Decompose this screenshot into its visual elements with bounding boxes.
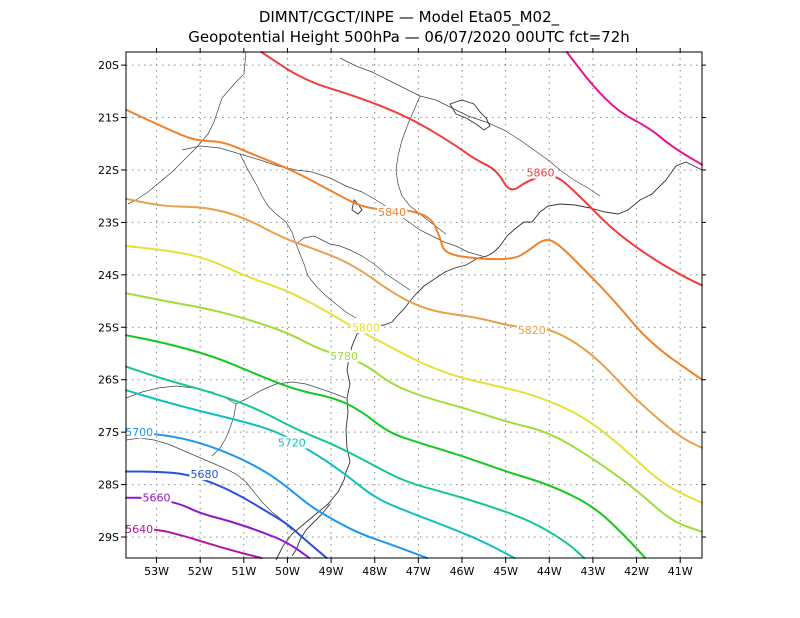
- chart-title-line-2: Geopotential Height 500hPa — 06/07/2020 …: [188, 28, 630, 46]
- contour-label-bg: [377, 205, 408, 218]
- contour-label-bg: [141, 491, 172, 504]
- contour-label-5660: 5660: [143, 492, 171, 505]
- contour-label-5820: 5820: [518, 324, 546, 337]
- y-tick-label: 25S: [98, 321, 119, 334]
- contour-label-bg: [124, 523, 155, 536]
- bay: [449, 99, 491, 131]
- y-tick-label: 24S: [98, 269, 119, 282]
- y-tick-label: 26S: [98, 374, 119, 387]
- x-tick-label: 46W: [450, 565, 475, 578]
- x-tick-label: 51W: [231, 565, 256, 578]
- contour-5860: [260, 51, 703, 287]
- state-border: [181, 145, 483, 257]
- contour-label-5840: 5840: [378, 206, 406, 219]
- axes: 53W 52W 51W 50W 49W 48W 47W 46W 45W 44W 43W 42W 41W 2…: [98, 48, 706, 578]
- state-border: [127, 51, 247, 205]
- contour-label-5800: 5800: [352, 321, 380, 334]
- contours: [125, 51, 703, 559]
- contour-label-bg: [329, 350, 360, 363]
- contour-label-bg: [124, 426, 155, 439]
- contour-label-bg: [516, 323, 547, 336]
- x-tick-label: 48W: [362, 565, 387, 578]
- contour-5780: [125, 292, 703, 533]
- contour-label-5860: 5860: [527, 167, 555, 180]
- contour-5840: [125, 108, 703, 381]
- y-tick-label: 29S: [98, 531, 119, 544]
- state-border: [125, 437, 293, 531]
- contour-label-5700: 5700: [125, 426, 153, 439]
- contour-5880: [565, 51, 703, 166]
- y-tick-label: 21S: [98, 112, 119, 125]
- x-tick-label: 44W: [537, 565, 562, 578]
- plot-area: 5860 5840 5820 5800 5780 5720 5700 5680 5660 5640: [124, 51, 703, 561]
- contour-label-bg: [351, 321, 381, 334]
- x-tick-label: 42W: [624, 565, 649, 578]
- chart-title-line-1: DIMNT/CGCT/INPE — Model Eta05_M02_: [259, 8, 560, 27]
- contour-label-5640: 5640: [125, 523, 153, 536]
- state-border: [295, 235, 411, 291]
- contour-5700: [125, 431, 429, 559]
- y-tick-label: 28S: [98, 479, 119, 492]
- y-tick-label: 23S: [98, 216, 119, 229]
- contour-5800: [125, 245, 703, 504]
- contour-label-5720: 5720: [278, 437, 306, 450]
- contour-5760: [125, 334, 647, 559]
- contour-label-5680: 5680: [191, 468, 219, 481]
- x-tick-label: 53W: [144, 565, 169, 578]
- y-tick-label: 20S: [98, 59, 119, 72]
- y-tick-label: 27S: [98, 426, 119, 439]
- x-tick-label: 50W: [275, 565, 300, 578]
- state-border: [339, 57, 601, 197]
- x-tick-label: 41W: [668, 565, 693, 578]
- contour-5820: [125, 197, 703, 449]
- contour-label-bg: [189, 468, 220, 481]
- contour-5720: [125, 389, 516, 559]
- y-tick-label: 22S: [98, 164, 119, 177]
- x-tick-label: 52W: [188, 565, 213, 578]
- x-tick-label: 45W: [493, 565, 518, 578]
- contour-label-5780: 5780: [330, 350, 358, 363]
- contour-label-bg: [525, 166, 556, 179]
- contour-5680: [125, 470, 328, 559]
- state-border: [125, 381, 347, 405]
- contour-labels: 5860 5840 5820 5800 5780 5720 5700 5680 5660 5640: [124, 166, 556, 536]
- x-tick-label: 49W: [319, 565, 344, 578]
- state-border: [395, 95, 447, 235]
- x-tick-label: 47W: [406, 565, 431, 578]
- contour-label-bg: [276, 436, 307, 449]
- contour-5660: [125, 496, 311, 559]
- state-border: [239, 153, 357, 319]
- contour-5740: [125, 365, 586, 559]
- x-tick-label: 43W: [580, 565, 605, 578]
- plot-frame: [125, 51, 703, 559]
- lagoon: [291, 503, 331, 557]
